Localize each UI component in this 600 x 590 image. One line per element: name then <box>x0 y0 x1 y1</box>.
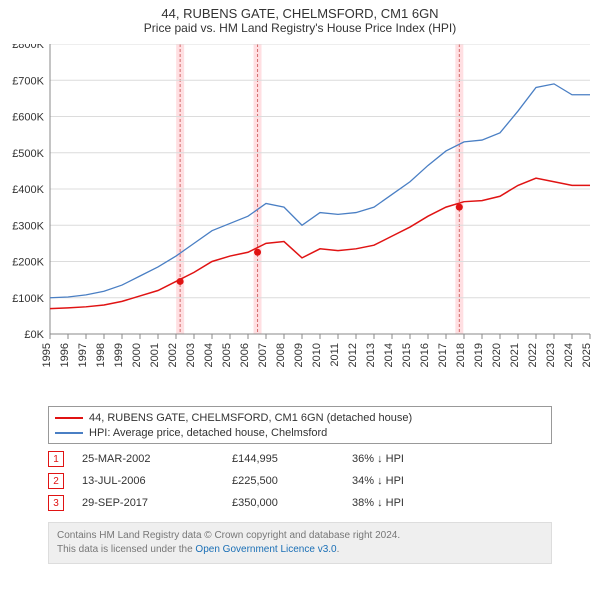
svg-text:2020: 2020 <box>491 343 503 367</box>
sale-price-1: £144,995 <box>232 453 352 465</box>
sale-price-3: £350,000 <box>232 497 352 509</box>
svg-text:2016: 2016 <box>419 343 431 367</box>
svg-text:2012: 2012 <box>347 343 359 367</box>
sale-row-1: 1 25-MAR-2002 £144,995 36% ↓ HPI <box>48 448 552 470</box>
svg-text:2014: 2014 <box>383 343 395 367</box>
svg-text:£0K: £0K <box>24 329 44 341</box>
page: 44, RUBENS GATE, CHELMSFORD, CM1 6GN Pri… <box>0 0 600 590</box>
svg-text:2009: 2009 <box>293 343 305 367</box>
legend-row-price-paid: 44, RUBENS GATE, CHELMSFORD, CM1 6GN (de… <box>55 410 545 425</box>
svg-text:£200K: £200K <box>12 257 44 269</box>
svg-text:£800K: £800K <box>12 44 44 51</box>
sale-row-3: 3 29-SEP-2017 £350,000 38% ↓ HPI <box>48 492 552 514</box>
svg-text:2004: 2004 <box>203 343 215 367</box>
svg-text:2021: 2021 <box>509 343 521 367</box>
svg-text:2023: 2023 <box>545 343 557 367</box>
sales-table: 1 25-MAR-2002 £144,995 36% ↓ HPI 2 13-JU… <box>48 448 552 514</box>
sale-marker-2: 2 <box>48 473 64 489</box>
footer-line-1: Contains HM Land Registry data © Crown c… <box>57 529 543 543</box>
svg-text:2015: 2015 <box>401 343 413 367</box>
svg-text:£600K: £600K <box>12 112 44 124</box>
svg-text:2000: 2000 <box>131 343 143 367</box>
svg-text:2025: 2025 <box>581 343 593 367</box>
svg-text:£400K: £400K <box>12 184 44 196</box>
svg-text:£700K: £700K <box>12 75 44 87</box>
sale-date-3: 29-SEP-2017 <box>82 497 232 509</box>
svg-text:£500K: £500K <box>12 148 44 160</box>
svg-text:1995: 1995 <box>41 343 53 367</box>
sale-row-2: 2 13-JUL-2006 £225,500 34% ↓ HPI <box>48 470 552 492</box>
sale-delta-3: 38% ↓ HPI <box>352 497 404 509</box>
svg-text:£100K: £100K <box>12 293 44 305</box>
svg-text:2001: 2001 <box>149 343 161 367</box>
chart-subtitle: Price paid vs. HM Land Registry's House … <box>0 21 600 39</box>
legend-label-price-paid: 44, RUBENS GATE, CHELMSFORD, CM1 6GN (de… <box>89 412 412 424</box>
sale-marker-1: 1 <box>48 451 64 467</box>
sale-date-2: 13-JUL-2006 <box>82 475 232 487</box>
sale-price-2: £225,500 <box>232 475 352 487</box>
footer: Contains HM Land Registry data © Crown c… <box>48 522 552 564</box>
legend-row-hpi: HPI: Average price, detached house, Chel… <box>55 425 545 440</box>
sale-date-1: 25-MAR-2002 <box>82 453 232 465</box>
svg-text:2017: 2017 <box>437 343 449 367</box>
svg-text:2013: 2013 <box>365 343 377 367</box>
footer-line-2: This data is licensed under the Open Gov… <box>57 543 543 557</box>
svg-text:2022: 2022 <box>527 343 539 367</box>
legend-swatch-price-paid <box>55 417 83 419</box>
ogl-link[interactable]: Open Government Licence v3.0 <box>195 544 336 555</box>
sale-delta-1: 36% ↓ HPI <box>352 453 404 465</box>
chart: £0K £100K £200K £300K £400K £500K £600K £700K £8… <box>0 44 600 404</box>
svg-text:1999: 1999 <box>113 343 125 367</box>
sale-marker-3: 3 <box>48 495 64 511</box>
svg-text:2018: 2018 <box>455 343 467 367</box>
svg-text:2007: 2007 <box>257 343 269 367</box>
svg-text:2003: 2003 <box>185 343 197 367</box>
svg-text:1996: 1996 <box>59 343 71 367</box>
svg-text:2010: 2010 <box>311 343 323 367</box>
chart-title: 44, RUBENS GATE, CHELMSFORD, CM1 6GN <box>0 0 600 21</box>
svg-text:2024: 2024 <box>563 343 575 367</box>
legend-swatch-hpi <box>55 432 83 434</box>
chart-svg: £0K £100K £200K £300K £400K £500K £600K £700K £8… <box>0 44 600 404</box>
svg-text:2006: 2006 <box>239 343 251 367</box>
svg-text:2008: 2008 <box>275 343 287 367</box>
svg-text:1998: 1998 <box>95 343 107 367</box>
svg-text:2005: 2005 <box>221 343 233 367</box>
svg-text:£300K: £300K <box>12 220 44 232</box>
svg-text:2019: 2019 <box>473 343 485 367</box>
legend-label-hpi: HPI: Average price, detached house, Chel… <box>89 427 327 439</box>
svg-text:2002: 2002 <box>167 343 179 367</box>
svg-text:2011: 2011 <box>329 343 341 367</box>
svg-text:1997: 1997 <box>77 343 89 367</box>
legend: 44, RUBENS GATE, CHELMSFORD, CM1 6GN (de… <box>48 406 552 444</box>
sale-delta-2: 34% ↓ HPI <box>352 475 404 487</box>
